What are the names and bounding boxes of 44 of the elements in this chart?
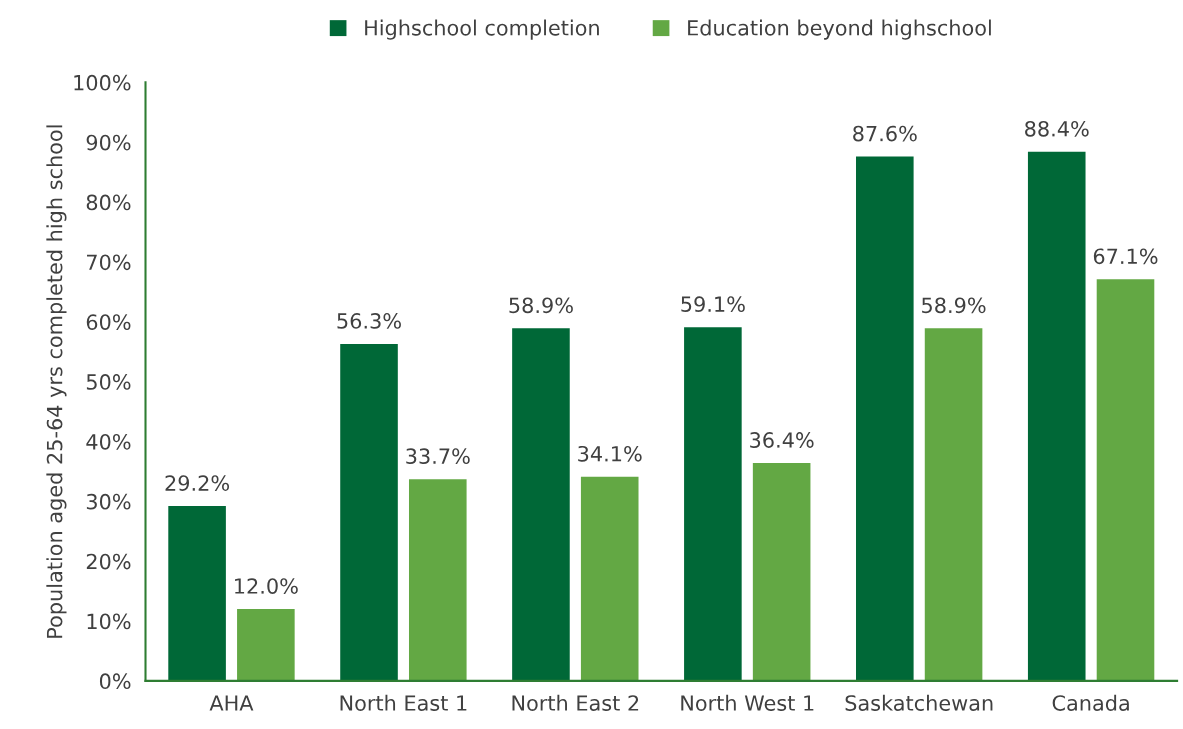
bar — [1096, 279, 1155, 681]
data-label: 36.4% — [750, 432, 814, 448]
legend-label: Education beyond highschool — [688, 19, 991, 40]
x-tick-label: Saskatchewan — [845, 694, 993, 711]
legend-label: Highschool completion — [365, 19, 599, 40]
y-tick-label: 0% — [99, 673, 131, 690]
x-tick-label: Canada — [1052, 694, 1129, 711]
bar — [580, 476, 639, 681]
data-label: 56.3% — [337, 313, 401, 329]
data-label: 58.9% — [509, 297, 573, 314]
data-label: 59.1% — [681, 296, 745, 313]
y-tick-label: 100% — [74, 74, 131, 91]
bar — [924, 328, 983, 681]
x-tick-label: AHA — [209, 695, 254, 711]
data-label: 87.6% — [853, 125, 917, 142]
bar — [237, 609, 295, 681]
y-tick-label: 10% — [87, 613, 131, 630]
bar — [168, 506, 226, 681]
data-label: 29.2% — [165, 475, 230, 491]
data-label: 34.1% — [578, 445, 642, 462]
y-tick-label: 40% — [86, 433, 131, 450]
y-tick-label: 50% — [86, 374, 131, 390]
data-label: 12.0% — [235, 578, 298, 594]
bar — [340, 343, 398, 681]
y-tick-label: 80% — [86, 194, 131, 211]
y-tick-label: 90% — [86, 134, 131, 151]
x-tick-label: North East 1 — [340, 694, 467, 711]
bar — [408, 479, 467, 681]
y-tick-label: 30% — [86, 493, 131, 510]
y-axis-title: Population aged 25-64 yrs completed high school — [46, 125, 67, 638]
y-tick-label: 60% — [86, 314, 131, 330]
y-tick-label: 70% — [87, 254, 131, 271]
bar — [684, 327, 742, 681]
data-label: 67.1% — [1093, 248, 1158, 265]
x-tick-label: North East 2 — [512, 694, 639, 711]
x-tick-label: North West 1 — [681, 694, 814, 711]
bar — [752, 463, 811, 681]
data-label: 88.4% — [1025, 120, 1089, 137]
y-tick-label: 20% — [86, 553, 131, 570]
bar — [512, 328, 570, 681]
data-label: 58.9% — [922, 297, 986, 314]
data-label: 33.7% — [406, 448, 470, 465]
bar — [1027, 151, 1086, 681]
bar — [856, 156, 914, 681]
